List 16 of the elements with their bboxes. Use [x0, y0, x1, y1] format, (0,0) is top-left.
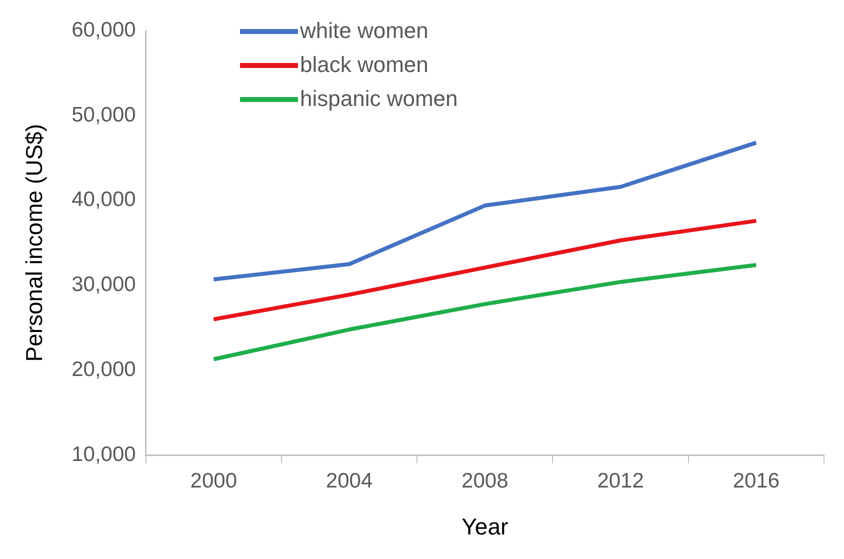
- x-axis-title: Year: [462, 514, 508, 540]
- x-tick-label: 2008: [462, 470, 508, 493]
- legend-label: black women: [300, 52, 428, 78]
- y-tick-label: 10,000: [72, 442, 136, 466]
- y-tick-label: 50,000: [72, 103, 136, 126]
- legend-label: white women: [300, 18, 428, 44]
- y-tick-label: 30,000: [72, 273, 136, 296]
- y-tick-label: 60,000: [72, 18, 136, 42]
- x-tick-label: 2000: [190, 470, 238, 493]
- x-tick-label: 2016: [732, 470, 780, 493]
- y-tick-label: 20,000: [72, 358, 136, 382]
- y-axis-title: Personal income (US$): [21, 124, 48, 362]
- x-tick-label: 2012: [597, 470, 644, 493]
- legend-label: hispanic women: [300, 86, 458, 112]
- x-tick-label: 2004: [326, 470, 373, 493]
- y-tick-label: 40,000: [72, 188, 136, 212]
